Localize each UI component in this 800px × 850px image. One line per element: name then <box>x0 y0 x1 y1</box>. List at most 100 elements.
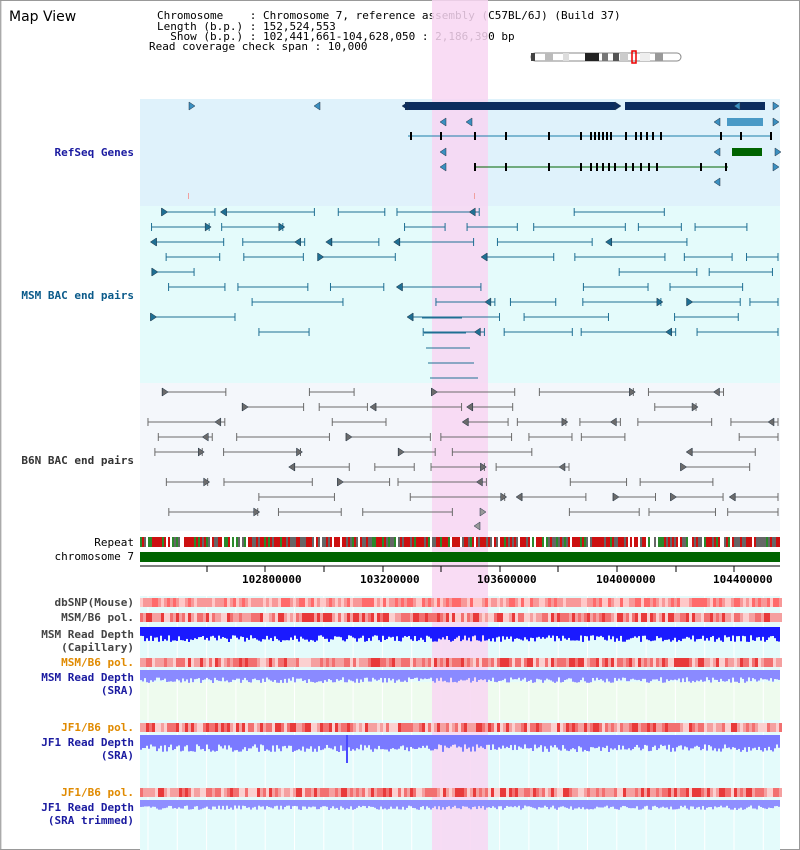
heat-cell <box>686 598 689 607</box>
heat-cell <box>464 598 467 607</box>
msm-sra-depth-bar <box>334 670 336 683</box>
heat-cell <box>554 613 557 622</box>
heat-cell <box>491 658 494 667</box>
msm-capillary-depth-bar <box>678 627 680 641</box>
repeat-mark <box>478 537 480 547</box>
repeat-mark <box>588 537 590 547</box>
heat-cell <box>695 723 698 732</box>
gene-strand-arrow <box>465 117 473 127</box>
jf1-trimmed-depth-bar <box>628 800 630 809</box>
jf1-trimmed-depth-bar <box>336 800 338 808</box>
jf1-sra-depth-bar <box>388 735 390 752</box>
heat-cell <box>275 658 278 667</box>
heat-cell <box>572 613 575 622</box>
msm-capillary-depth-bar <box>288 627 290 641</box>
heat-cell <box>671 788 674 797</box>
msm-capillary-depth-bar <box>484 627 486 641</box>
repeat-mark <box>196 537 198 547</box>
repeat-mark <box>610 537 612 547</box>
heat-cell <box>332 598 335 607</box>
heat-cell <box>191 788 194 797</box>
jf1-sra-depth-bar <box>680 735 682 746</box>
repeat-mark <box>522 537 524 547</box>
heat-cell <box>773 723 776 732</box>
msm-sra-depth-bar <box>462 670 464 681</box>
heat-cell <box>371 788 374 797</box>
jf1-sra-depth-bar <box>142 735 144 749</box>
repeat-mark <box>198 537 200 547</box>
heat-cell <box>347 613 350 622</box>
jf1-trimmed-depth-bar <box>370 800 372 807</box>
heat-cell <box>503 788 506 797</box>
heat-cell <box>647 658 650 667</box>
heat-cell <box>218 658 221 667</box>
heat-cell <box>572 723 575 732</box>
msm-capillary-depth-bar <box>180 627 182 641</box>
heat-cell <box>611 788 614 797</box>
heat-cell <box>512 658 515 667</box>
track-label-jf1-b6-pol-1: JF1/B6 pol. <box>61 721 134 734</box>
ideogram-band <box>545 53 553 61</box>
msm-capillary-depth-bar <box>206 627 208 638</box>
msm-capillary-depth-bar <box>398 627 400 641</box>
msm-sra-depth-bar <box>464 670 466 681</box>
msm-capillary-depth-bar <box>606 627 608 641</box>
heat-cell <box>449 658 452 667</box>
jf1-sra-depth-bar <box>164 735 166 746</box>
msm-capillary-depth-bar <box>534 627 536 642</box>
heat-cell <box>407 723 410 732</box>
repeat-mark <box>616 537 618 547</box>
msm-capillary-depth-bar <box>256 627 258 640</box>
heat-cell <box>557 613 560 622</box>
heat-cell <box>305 598 308 607</box>
jf1-sra-depth-bar <box>200 735 202 750</box>
msm-sra-depth-bar <box>700 670 702 680</box>
heat-cell <box>218 788 221 797</box>
repeat-mark <box>450 537 452 547</box>
jf1-sra-depth-bar <box>682 735 684 750</box>
jf1-trimmed-depth-bar <box>714 800 716 807</box>
jf1-trimmed-depth-bar <box>506 800 508 806</box>
heat-cell <box>524 658 527 667</box>
heat-cell <box>632 723 635 732</box>
heat-cell <box>593 613 596 622</box>
jf1-trimmed-depth-bar <box>428 800 430 808</box>
heat-cell <box>524 613 527 622</box>
msm-capillary-depth-bar <box>230 627 232 639</box>
jf1-sra-depth-bar <box>656 735 658 751</box>
msm-bac-pair-arrow <box>480 252 488 262</box>
msm-capillary-depth-bar <box>194 627 196 639</box>
repeat-mark <box>546 537 548 547</box>
jf1-sra-depth-bar <box>170 735 172 745</box>
repeat-mark <box>224 537 226 547</box>
msm-sra-depth-bar <box>752 670 754 679</box>
heat-cell <box>479 658 482 667</box>
heat-cell <box>251 723 254 732</box>
heat-cell <box>716 658 719 667</box>
jf1-sra-depth-bar <box>356 735 358 749</box>
heat-cell <box>758 658 761 667</box>
heat-cell <box>479 598 482 607</box>
msm-sra-depth-bar <box>754 670 756 680</box>
jf1-sra-depth-bar <box>508 735 510 748</box>
heat-cell <box>440 613 443 622</box>
msm-capillary-depth-bar <box>308 627 310 642</box>
heat-cell <box>602 598 605 607</box>
msm-sra-depth-bar <box>414 670 416 678</box>
heat-cell <box>608 613 611 622</box>
heat-cell <box>194 658 197 667</box>
heat-cell <box>575 598 578 607</box>
repeat-mark <box>722 537 724 547</box>
heat-cell <box>326 598 329 607</box>
heat-cell <box>278 658 281 667</box>
heat-cell <box>404 613 407 622</box>
heat-cell <box>533 598 536 607</box>
heat-cell <box>593 723 596 732</box>
heat-cell <box>356 723 359 732</box>
repeat-mark <box>706 537 708 547</box>
jf1-sra-depth-bar <box>214 735 216 752</box>
repeat-mark <box>500 537 502 547</box>
jf1-sra-depth-bar <box>266 735 268 750</box>
msm-sra-depth-bar <box>148 670 150 683</box>
